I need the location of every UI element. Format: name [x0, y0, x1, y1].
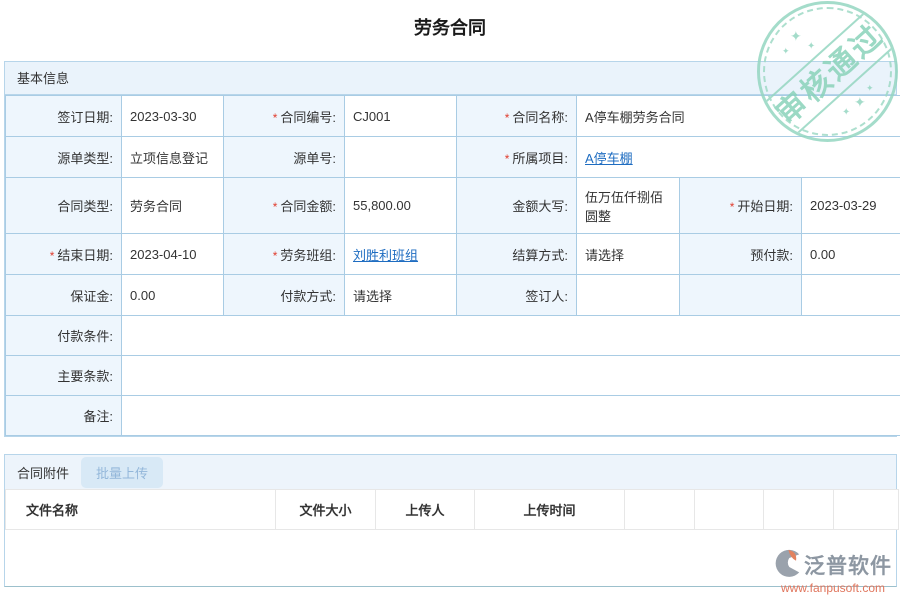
project-link[interactable]: A停车棚: [585, 150, 633, 166]
table-row: 付款条件:: [5, 315, 900, 356]
signer-value: [576, 274, 680, 316]
prepayment-value: 0.00: [801, 233, 900, 275]
attachments-header-row: 文件名称 文件大小 上传人 上传时间: [5, 489, 899, 530]
batch-upload-button[interactable]: 批量上传: [81, 456, 164, 488]
col-uploader: 上传人: [375, 489, 475, 530]
pay-method-label: 付款方式:: [223, 274, 345, 316]
table-row: 源单类型: 立项信息登记 源单号: * 所属项目: A停车棚: [5, 136, 900, 178]
star-icon: ✦: [807, 41, 816, 52]
settlement-label: 结算方式:: [456, 233, 577, 275]
source-no-label: 源单号:: [223, 136, 345, 178]
vendor-watermark: 泛普软件 www.fanpusoft.com: [774, 547, 892, 595]
table-row: 合同类型: 劳务合同 * 合同金额: 55,800.00 金额大写: 伍万伍仟捌佰…: [5, 177, 900, 234]
project-label: * 所属项目:: [456, 136, 577, 178]
sign-date-value: 2023-03-30: [121, 95, 224, 137]
basic-info-header: 基本信息: [5, 62, 896, 95]
labor-team-link[interactable]: 刘胜利班组: [353, 247, 419, 263]
col-empty-2: [694, 489, 764, 530]
col-file-name: 文件名称: [5, 489, 276, 530]
contract-no-label: * 合同编号:: [223, 95, 345, 137]
amount-value: 55,800.00: [344, 177, 457, 234]
sign-date-label: 签订日期:: [5, 95, 122, 137]
vendor-url-text: www.fanpusoft.com: [780, 581, 886, 595]
table-row: 主要条款:: [5, 355, 900, 396]
basic-info-section: 基本信息 签订日期: 2023-03-30 * 合同编号: CJ001 * 合同名称…: [4, 61, 900, 437]
amount-caps-value: 伍万伍仟捌佰圆整: [576, 177, 680, 234]
empty-value-cell: [801, 274, 900, 316]
attachments-header: 合同附件 批量上传: [5, 455, 896, 489]
table-row: * 结束日期: 2023-04-10 * 劳务班组: 刘胜利班组 结算方式: 请选择…: [5, 233, 900, 275]
labor-team-value: 刘胜利班组: [344, 233, 457, 275]
table-row: 备注:: [5, 395, 900, 436]
attachments-title: 合同附件: [17, 465, 70, 481]
deposit-label: 保证金:: [5, 274, 122, 316]
start-date-label: * 开始日期:: [679, 177, 802, 234]
contract-no-value: CJ001: [344, 95, 457, 137]
contract-name-value: A停车棚劳务合同: [576, 95, 900, 137]
contract-name-label: * 合同名称:: [456, 95, 577, 137]
col-empty-1: [624, 489, 695, 530]
source-no-value: [344, 136, 457, 178]
source-type-label: 源单类型:: [5, 136, 122, 178]
attachments-table: 文件名称 文件大小 上传人 上传时间: [5, 489, 899, 530]
table-row: 保证金: 0.00 付款方式: 请选择 签订人:: [5, 274, 900, 316]
page-title: 劳务合同: [414, 18, 486, 38]
signer-label: 签订人:: [456, 274, 577, 316]
end-date-label: * 结束日期:: [5, 233, 122, 275]
end-date-value: 2023-04-10: [121, 233, 224, 275]
deposit-value: 0.00: [121, 274, 224, 316]
remark-value: [121, 395, 900, 436]
fanpu-logo-icon: [774, 547, 801, 583]
contract-type-label: 合同类型:: [5, 177, 122, 234]
basic-info-table: 签订日期: 2023-03-30 * 合同编号: CJ001 * 合同名称: A停车…: [5, 95, 900, 436]
pay-terms-label: 付款条件:: [5, 315, 122, 356]
col-empty-4: [833, 489, 899, 530]
pay-terms-value: [121, 315, 900, 356]
main-terms-label: 主要条款:: [5, 355, 122, 396]
remark-label: 备注:: [5, 395, 122, 436]
amount-caps-label: 金额大写:: [456, 177, 577, 234]
pay-method-value: 请选择: [344, 274, 457, 316]
settlement-value: 请选择: [576, 233, 680, 275]
attachments-section: 合同附件 批量上传 文件名称 文件大小 上传人 上传时间: [4, 454, 899, 587]
contract-type-value: 劳务合同: [121, 177, 224, 234]
source-type-value: 立项信息登记: [121, 136, 224, 178]
col-file-size: 文件大小: [275, 489, 376, 530]
empty-label-cell: [679, 274, 802, 316]
col-upload-time: 上传时间: [474, 489, 625, 530]
col-empty-3: [763, 489, 834, 530]
prepayment-label: 预付款:: [679, 233, 802, 275]
start-date-value: 2023-03-29: [801, 177, 900, 234]
main-terms-value: [121, 355, 900, 396]
labor-team-label: * 劳务班组:: [223, 233, 345, 275]
vendor-brand-text: 泛普软件: [804, 555, 892, 578]
star-icon: ✦: [782, 46, 790, 56]
table-row: 签订日期: 2023-03-30 * 合同编号: CJ001 * 合同名称: A停车…: [5, 95, 900, 137]
attachments-empty-body: [5, 530, 896, 586]
amount-label: * 合同金额:: [223, 177, 345, 234]
project-value: A停车棚: [576, 136, 900, 178]
